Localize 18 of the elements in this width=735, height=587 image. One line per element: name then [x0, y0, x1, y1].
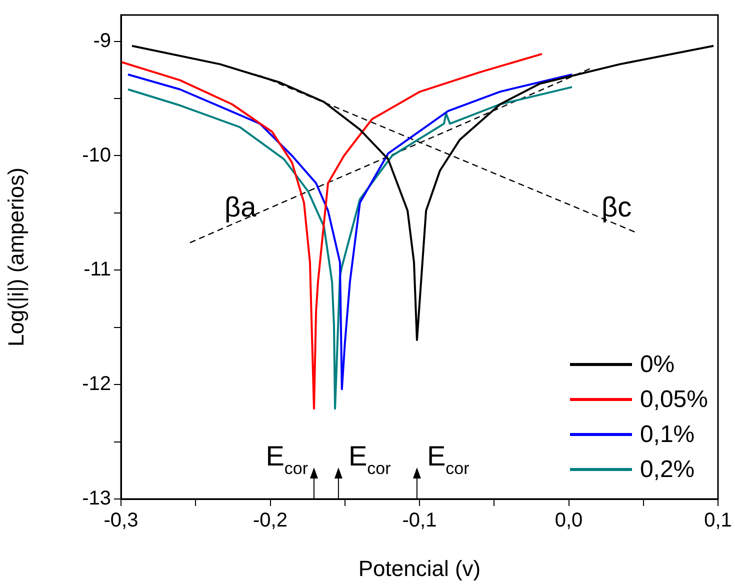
y-tick-label: -10	[82, 144, 111, 166]
x-tick-label: 0,0	[554, 510, 583, 532]
x-tick-label: 0,1	[704, 510, 732, 532]
annotation: βa	[224, 191, 257, 222]
y-axis-title: Log(|i|) (amperios)	[3, 168, 28, 346]
y-tick-label: -13	[82, 488, 111, 510]
annotation: βc	[601, 191, 632, 222]
legend-label: 0,2%	[640, 456, 695, 484]
legend-label: 0,1%	[640, 420, 695, 448]
x-axis-title: Potencial (v)	[358, 556, 481, 581]
y-tick-label: -9	[93, 30, 111, 52]
y-tick-label: -11	[84, 258, 111, 281]
x-tick-label: -0,2	[253, 510, 288, 532]
legend-label: 0,05%	[640, 386, 708, 414]
x-tick-label: -0,1	[402, 510, 437, 532]
y-tick-label: -12	[82, 373, 111, 396]
legend-label: 0%	[640, 350, 675, 378]
x-tick-label: -0,3	[104, 510, 138, 532]
